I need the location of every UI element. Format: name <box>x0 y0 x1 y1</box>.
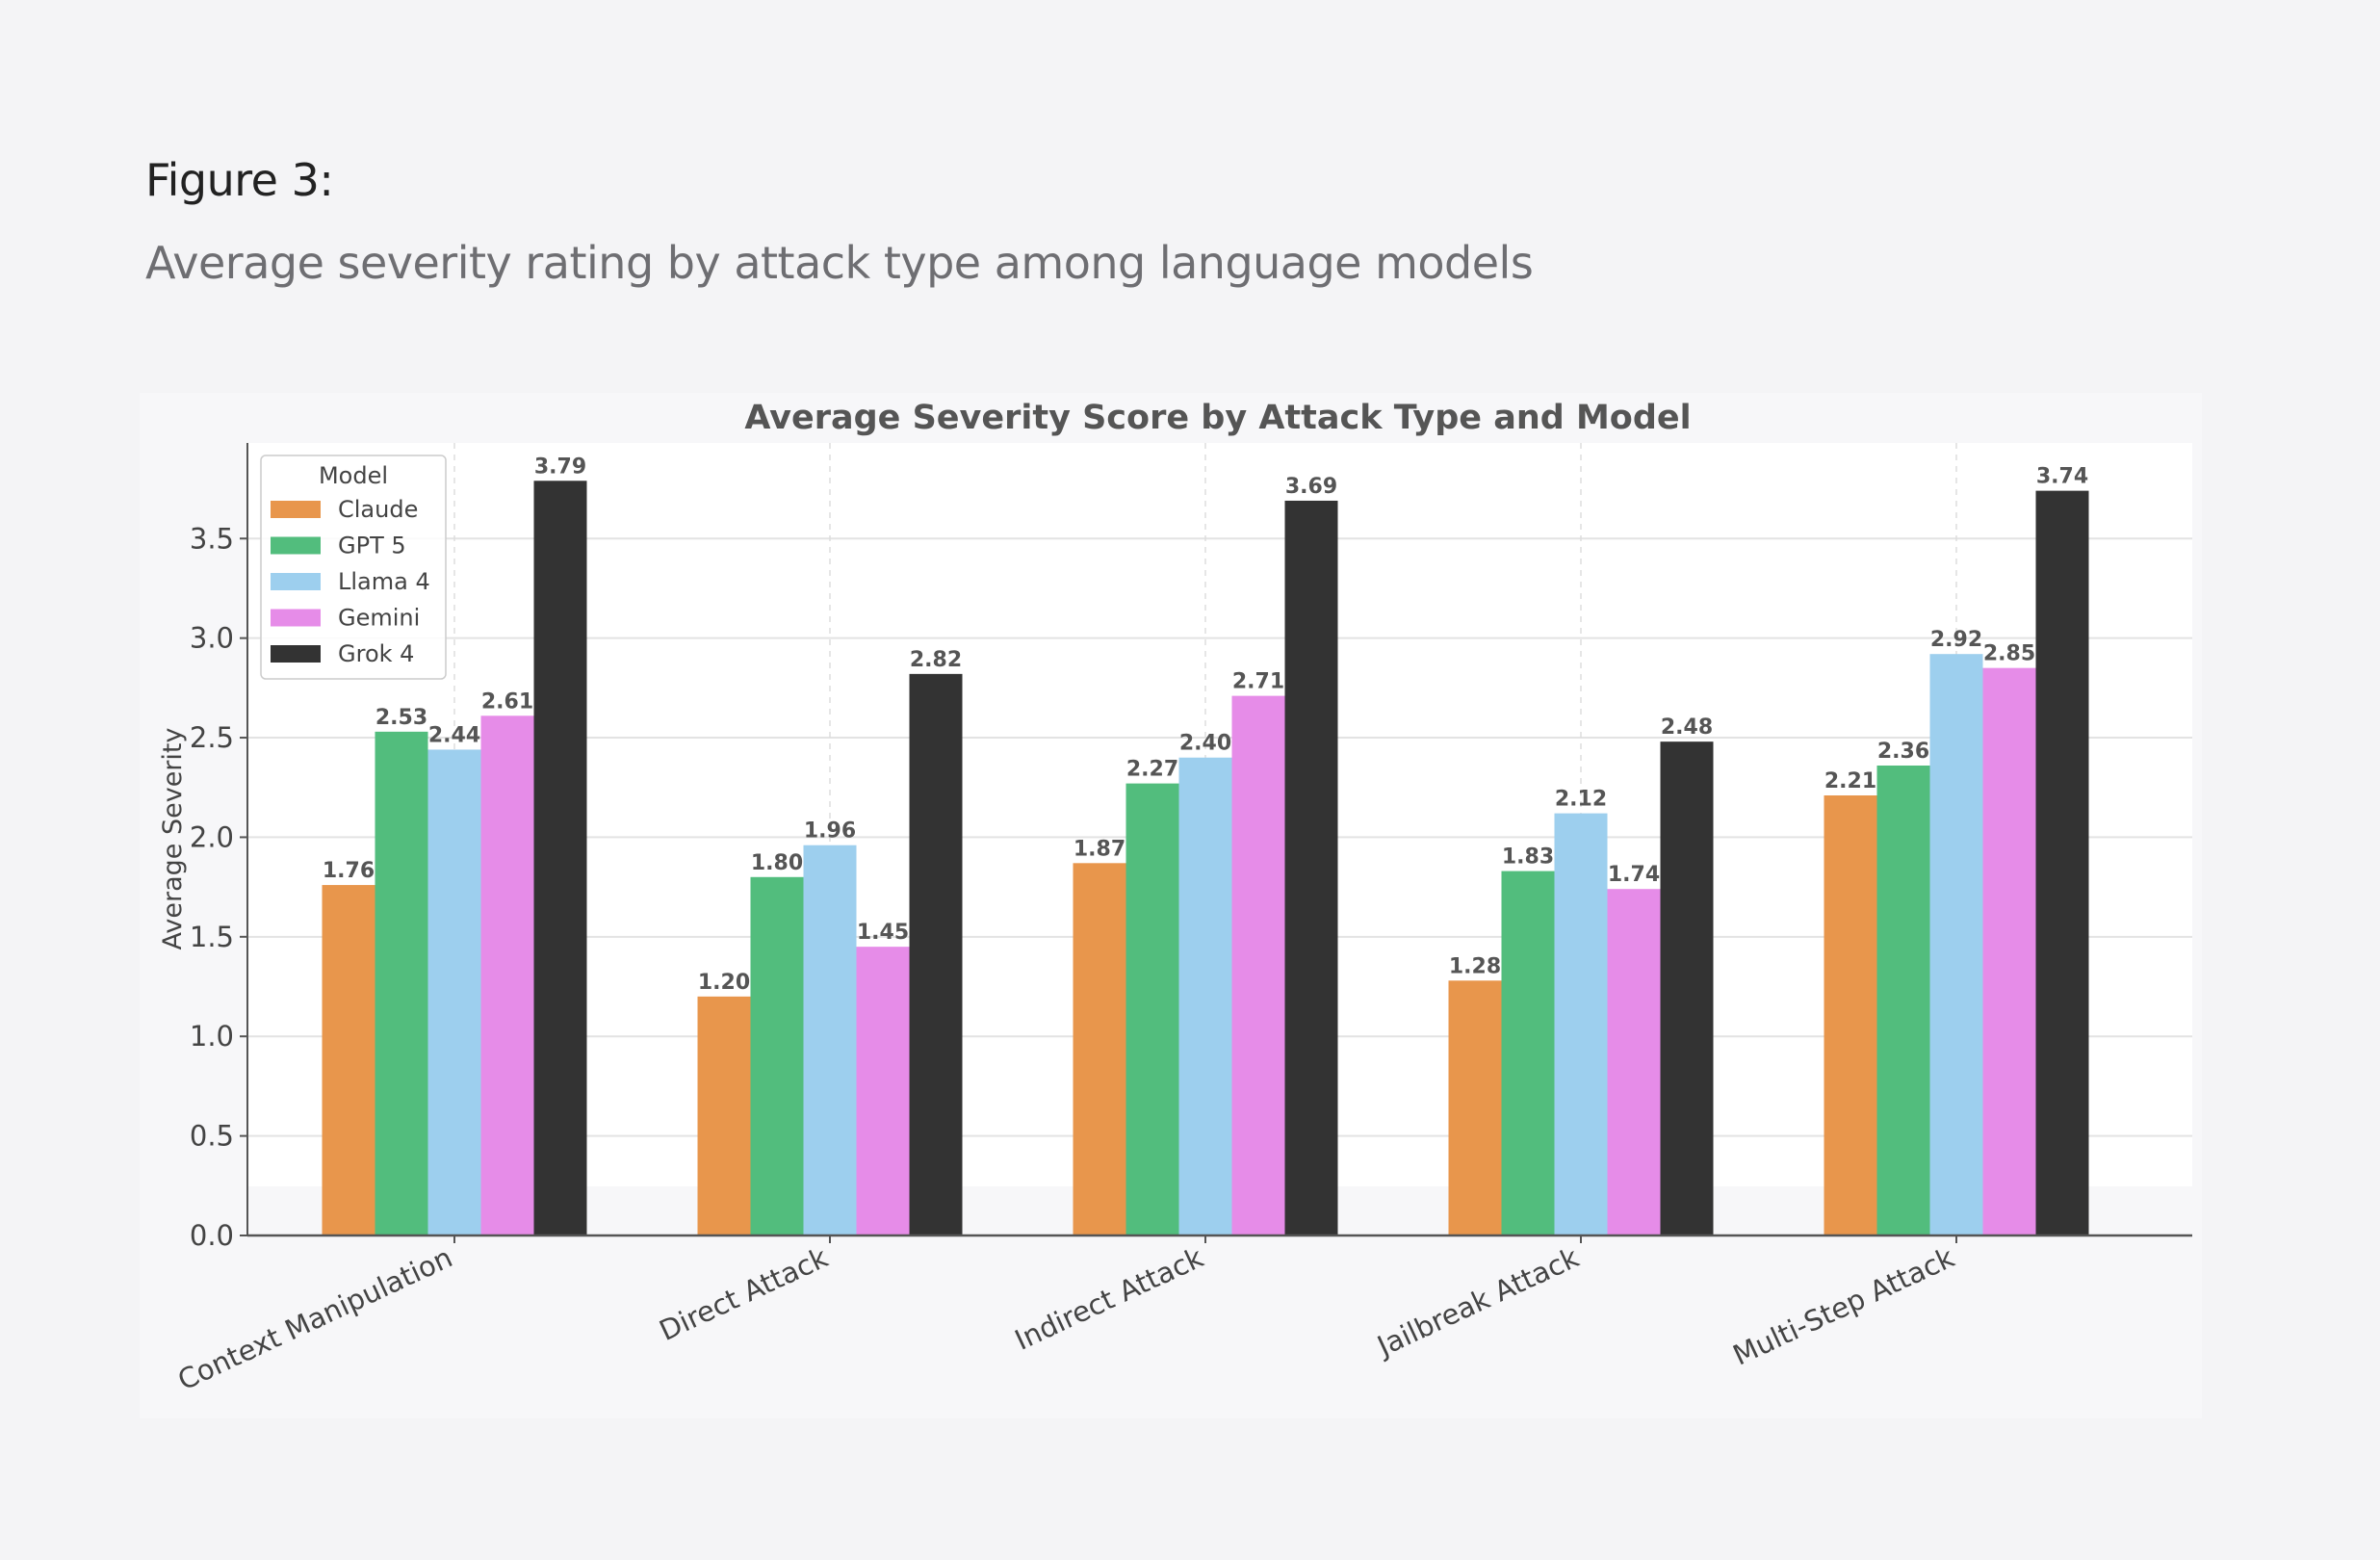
bar-value-label: 2.36 <box>1877 740 1929 764</box>
bar-value-label: 1.76 <box>323 859 375 883</box>
x-tick-label: Indirect Attack <box>1010 1240 1208 1356</box>
legend-entry: GPT 5 <box>338 533 406 559</box>
bar-value-label: 3.79 <box>534 455 586 479</box>
x-tick-label: Multi-Step Attack <box>1728 1240 1959 1371</box>
legend-swatch <box>271 501 321 518</box>
bar-gemini <box>480 715 534 1235</box>
bar-gpt-5 <box>1125 783 1179 1235</box>
legend-swatch <box>271 645 321 663</box>
figure-label: Figure 3: <box>145 154 334 206</box>
bar-value-label: 1.28 <box>1449 954 1501 978</box>
legend-entry: Claude <box>338 496 418 523</box>
bar-gemini <box>856 947 910 1235</box>
y-tick-label: 2.0 <box>190 820 234 853</box>
bar-gpt-5 <box>375 731 428 1235</box>
legend-swatch <box>271 536 321 555</box>
bar-gpt-5 <box>1876 765 1930 1235</box>
y-tick-label: 1.5 <box>190 921 234 953</box>
bar-llama-4 <box>427 749 481 1235</box>
bar-llama-4 <box>1178 757 1232 1235</box>
bar-value-label: 2.44 <box>428 723 480 747</box>
bar-llama-4 <box>1554 813 1608 1235</box>
bar-value-label: 1.20 <box>698 971 750 995</box>
bar-claude <box>322 885 375 1235</box>
bar-llama-4 <box>1929 654 1983 1235</box>
bar-llama-4 <box>803 845 857 1235</box>
bar-value-label: 2.40 <box>1179 732 1231 756</box>
bar-claude <box>1073 863 1126 1235</box>
bar-grok-4 <box>1284 500 1338 1235</box>
bar-value-label: 1.96 <box>804 819 856 844</box>
figure-caption: Average severity rating by attack type a… <box>145 237 1534 289</box>
bar-value-label: 2.92 <box>1930 628 1982 652</box>
x-tick-label: Jailbreak Attack <box>1371 1240 1584 1363</box>
legend-entry: Gemini <box>338 605 420 632</box>
bar-value-label: 2.61 <box>481 689 533 714</box>
legend-swatch <box>271 609 321 627</box>
y-tick-label: 2.5 <box>190 721 234 754</box>
bar-value-label: 3.69 <box>1285 475 1337 499</box>
bar-value-label: 2.12 <box>1555 788 1607 812</box>
bar-gemini <box>1607 889 1661 1235</box>
bar-value-label: 2.85 <box>1983 642 2035 666</box>
bar-grok-4 <box>1660 741 1714 1235</box>
legend-entry: Llama 4 <box>338 568 430 595</box>
bar-value-label: 2.27 <box>1126 758 1178 782</box>
chart-panel: 0.0 0.5 1.0 1.5 2.0 2.5 3.0 3.5 Context Manipula… <box>140 393 2202 1418</box>
bar-grok-4 <box>533 481 587 1235</box>
legend-entry: Grok 4 <box>338 640 414 667</box>
bar-value-label: 2.53 <box>375 706 427 730</box>
legend-swatch <box>271 573 321 590</box>
bar-chart: 0.0 0.5 1.0 1.5 2.0 2.5 3.0 3.5 Context Manipula… <box>158 399 2192 1397</box>
y-tick-label: 0.5 <box>190 1120 234 1153</box>
y-tick-label: 1.0 <box>190 1020 234 1053</box>
bar-value-label: 3.74 <box>2036 465 2088 489</box>
y-tick-label: 0.0 <box>190 1219 234 1252</box>
bar-grok-4 <box>2035 490 2089 1235</box>
bar-claude <box>1448 980 1502 1235</box>
bar-value-label: 1.74 <box>1608 863 1660 887</box>
bar-value-label: 2.71 <box>1232 670 1284 694</box>
bar-claude <box>697 996 751 1235</box>
bar-gemini <box>1231 695 1285 1235</box>
y-tick-label: 3.0 <box>190 622 234 655</box>
bar-claude <box>1824 795 1877 1235</box>
legend-title: Model <box>319 462 388 489</box>
y-tick-label: 3.5 <box>190 522 234 555</box>
chart-title: Average Severity Score by Attack Type an… <box>744 399 1691 437</box>
bar-value-label: 1.87 <box>1074 837 1125 861</box>
bar-value-label: 1.45 <box>857 921 909 945</box>
bar-gpt-5 <box>750 876 804 1235</box>
bar-value-label: 1.83 <box>1502 845 1554 870</box>
y-axis-label: Average Severity <box>158 727 188 949</box>
bar-gpt-5 <box>1501 871 1555 1235</box>
bar-gemini <box>1982 667 2036 1235</box>
bar-grok-4 <box>909 673 963 1235</box>
x-tick-label: Context Manipulation <box>172 1241 457 1397</box>
bar-value-label: 2.21 <box>1824 769 1876 793</box>
bar-value-label: 2.82 <box>910 648 962 672</box>
x-tick-label: Direct Attack <box>655 1240 834 1347</box>
bar-value-label: 1.80 <box>751 851 803 875</box>
bar-value-label: 2.48 <box>1661 715 1713 740</box>
